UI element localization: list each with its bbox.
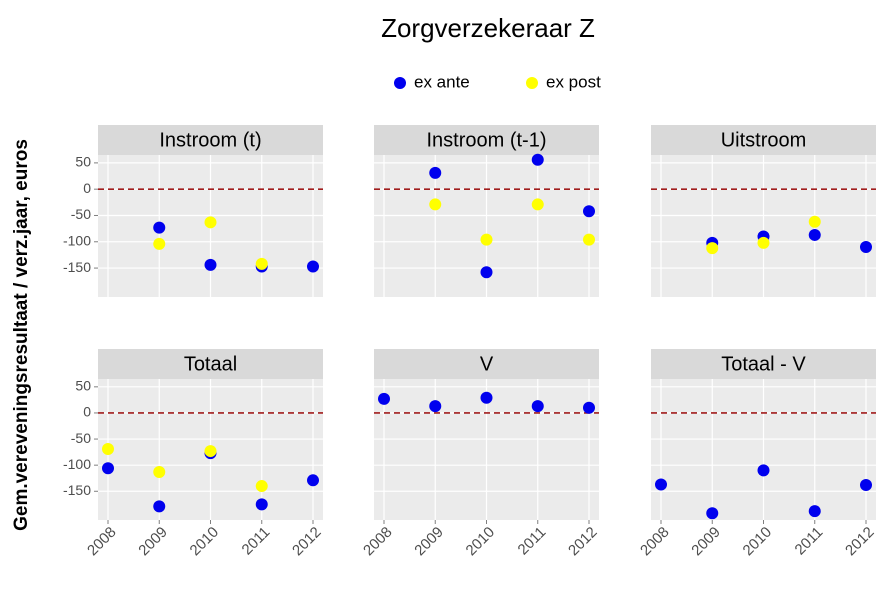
point (102, 462, 114, 475)
point (429, 166, 442, 179)
facet-title: Totaal - V (721, 353, 806, 375)
point (480, 391, 493, 404)
point (860, 241, 872, 254)
point (153, 500, 166, 513)
x-tick-label: 2012 (565, 524, 601, 560)
point (153, 465, 166, 478)
x-tick-label: 2011 (515, 524, 550, 559)
point (204, 216, 217, 229)
x-tick-label: 2008 (84, 524, 120, 560)
y-tick-label: -150 (63, 259, 91, 275)
x-tick-label: 2009 (688, 524, 724, 560)
point (706, 507, 719, 520)
point (429, 198, 442, 211)
point (480, 266, 493, 279)
y-tick-label: 0 (83, 404, 91, 420)
facet-title: Totaal (184, 353, 237, 375)
strip (651, 125, 876, 155)
point (757, 236, 770, 249)
point (531, 153, 544, 166)
strip (651, 349, 876, 379)
point (531, 400, 544, 413)
y-tick-label: 0 (83, 180, 91, 196)
point (808, 228, 821, 241)
point (808, 215, 821, 228)
x-tick-label: 2012 (289, 524, 325, 560)
point (307, 474, 319, 487)
point (204, 445, 217, 458)
x-tick-label: 2010 (187, 524, 223, 560)
facet-title: V (480, 353, 494, 375)
y-tick-label: -50 (71, 430, 91, 446)
x-tick-label: 2010 (463, 524, 499, 560)
point (583, 233, 595, 246)
x-tick-label: 2012 (842, 524, 877, 560)
y-axis-label: Gem.vereveningsresultaat / verz.jaar, eu… (11, 139, 32, 531)
x-tick-label: 2008 (637, 524, 673, 560)
point (429, 400, 442, 413)
point (757, 464, 770, 477)
legend-label: ex post (546, 72, 601, 91)
y-tick-label: -50 (71, 206, 91, 222)
point (255, 480, 268, 493)
legend-label: ex ante (414, 72, 470, 91)
facet-title: Instroom (t) (159, 129, 261, 151)
y-tick-label: -150 (63, 482, 91, 498)
x-tick-label: 2009 (135, 524, 171, 560)
strip (98, 349, 323, 379)
y-tick-label: -100 (63, 456, 91, 472)
x-tick-label: 2010 (740, 524, 776, 560)
point (655, 478, 667, 491)
point (583, 205, 595, 218)
strip (374, 125, 599, 155)
x-tick-label: 2008 (360, 524, 396, 560)
strip (98, 125, 323, 155)
x-tick-label: 2011 (792, 524, 827, 559)
strip (374, 349, 599, 379)
facet-title: Uitstroom (721, 129, 807, 151)
facet-title: Instroom (t-1) (426, 129, 546, 151)
point (102, 442, 114, 455)
point (255, 257, 268, 270)
x-tick-label: 2009 (411, 524, 447, 560)
point (860, 479, 872, 492)
point (706, 242, 719, 255)
chart-title: Zorgverzekeraar Z (381, 13, 595, 43)
legend-marker (526, 77, 538, 89)
point (480, 233, 493, 246)
point (153, 221, 166, 234)
point (808, 505, 821, 518)
point (378, 392, 390, 405)
y-tick-label: -100 (63, 232, 91, 248)
legend-marker (394, 77, 406, 89)
y-tick-label: 50 (75, 154, 91, 170)
y-tick-label: 50 (75, 378, 91, 394)
point (583, 401, 595, 414)
point (255, 498, 268, 511)
point (153, 237, 166, 250)
point (204, 258, 217, 271)
x-tick-label: 2011 (239, 524, 274, 559)
point (307, 260, 319, 273)
point (531, 198, 544, 211)
